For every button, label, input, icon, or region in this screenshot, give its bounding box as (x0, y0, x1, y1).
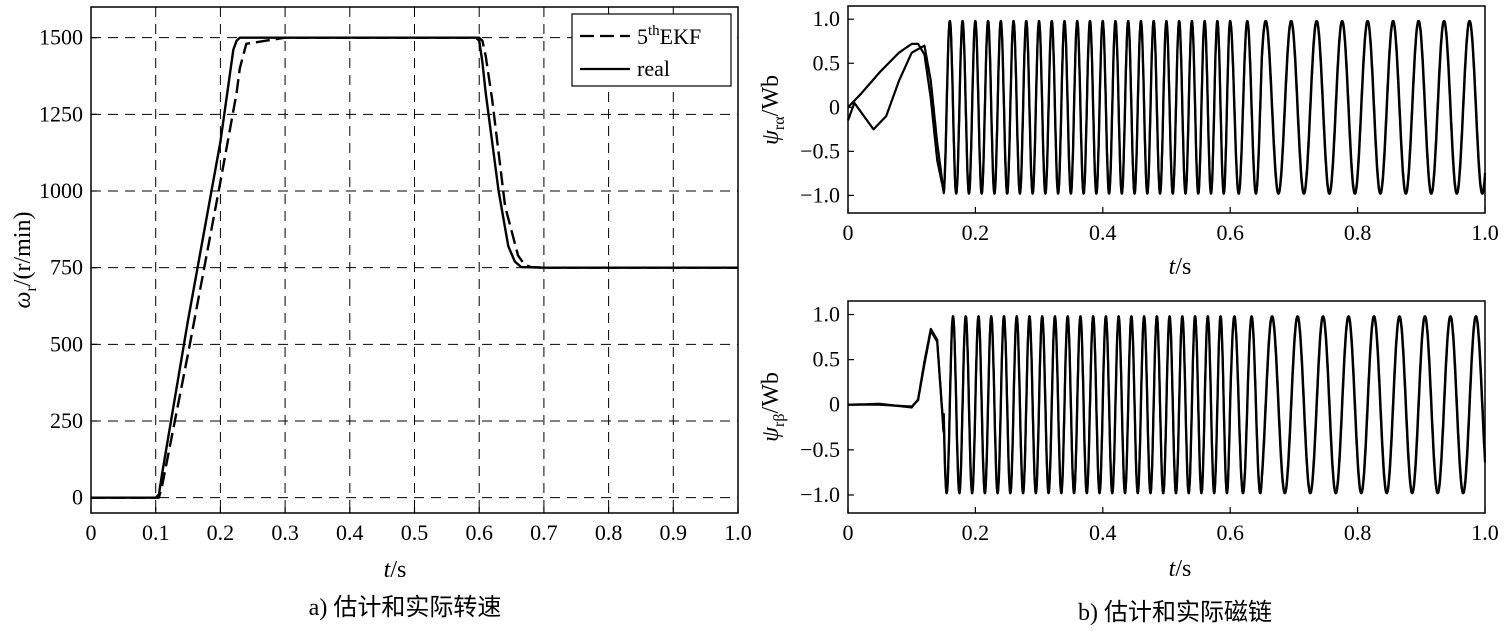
flux-alpha-xtick-label: 1.0 (1471, 220, 1499, 245)
flux-beta-ytick-label: −0.5 (800, 437, 840, 462)
speed-ytick-label: 1250 (39, 101, 83, 126)
flux-beta-ytick-label: 0 (829, 392, 840, 417)
legend-label-real: real (637, 56, 670, 81)
flux-alpha-ytick-label: 0.5 (813, 50, 841, 75)
flux-alpha-xtick-label: 0.6 (1216, 220, 1244, 245)
flux-beta-ticks: 0 0.2 0.4 0.6 0.8 1.0 1.0 0.5 0 −0.5 −1.0 (800, 302, 1499, 545)
flux-beta-series (847, 315, 1487, 495)
speed-ytick-label: 0 (72, 485, 83, 510)
flux-alpha-xlabel: t/s (1169, 254, 1192, 280)
speed-caption: a) 估计和实际转速 (309, 594, 502, 621)
flux-alpha-plot-frame (847, 5, 1486, 214)
speed-xtick-label: 0.3 (271, 520, 299, 545)
flux-beta-xtick-label: 0.4 (1089, 520, 1117, 545)
speed-ylabel: ωr/(r/min) (10, 212, 40, 309)
flux-alpha-ylabel: ψrα/Wb (758, 75, 788, 145)
speed-ytick-label: 1000 (39, 178, 83, 203)
flux-alpha-xtick-label: 0.8 (1344, 220, 1372, 245)
flux-alpha-ytick-label: −1.0 (800, 182, 840, 207)
speed-xtick-label: 1.0 (724, 520, 752, 545)
flux-beta-xlabel: t/s (1169, 556, 1192, 582)
speed-xtick-label: 0.5 (401, 520, 429, 545)
speed-xtick-label: 0.8 (595, 520, 623, 545)
legend-box (571, 13, 732, 87)
speed-xtick-label: 0.2 (207, 520, 235, 545)
flux-alpha-ytick-label: −0.5 (800, 138, 840, 163)
flux-alpha-real-line (847, 19, 1487, 195)
speed-ytick-label: 500 (50, 331, 83, 356)
flux-alpha-xtick-label: 0.4 (1089, 220, 1117, 245)
flux-beta-chart: 0 0.2 0.4 0.6 0.8 1.0 1.0 0.5 0 −0.5 −1.0 ψrβ/Wb t… (758, 300, 1499, 626)
flux-alpha-xtick-label: 0 (843, 220, 854, 245)
speed-ticks: 0 0.1 0.2 0.3 0.4 0.5 0.6 0.7 0.8 0.9 1.0 0 250 500 75… (39, 25, 752, 545)
flux-alpha-xtick-label: 0.2 (962, 220, 990, 245)
speed-ytick-label: 250 (50, 408, 83, 433)
speed-xtick-label: 0.1 (142, 520, 170, 545)
speed-legend: 5thEKF real (571, 13, 732, 87)
flux-caption: b) 估计和实际磁链 (1078, 599, 1272, 626)
flux-beta-xtick-label: 0.2 (962, 520, 990, 545)
speed-xtick-label: 0.9 (660, 520, 688, 545)
speed-xtick-label: 0 (86, 520, 97, 545)
flux-beta-real-line (847, 315, 1487, 495)
speed-series-real-line (91, 36, 738, 499)
flux-beta-xtick-label: 1.0 (1471, 520, 1499, 545)
speed-xtick-label: 0.7 (530, 520, 558, 545)
speed-ytick-label: 1500 (39, 25, 83, 50)
flux-alpha-ticks: 0 0.2 0.4 0.6 0.8 1.0 1.0 0.5 0 −0.5 −1.0 (800, 6, 1499, 245)
flux-beta-xtick-label: 0 (843, 520, 854, 545)
flux-beta-ytick-label: −1.0 (800, 482, 840, 507)
flux-alpha-ytick-label: 0 (829, 94, 840, 119)
flux-beta-ytick-label: 1.0 (813, 302, 841, 327)
speed-xtick-label: 0.4 (336, 520, 364, 545)
speed-xlabel: t/s (384, 557, 407, 583)
flux-beta-ylabel: ψrβ/Wb (758, 372, 788, 442)
flux-beta-plot-frame (847, 300, 1486, 514)
speed-chart: 0 0.1 0.2 0.3 0.4 0.5 0.6 0.7 0.8 0.9 1.0 0 250 500 75… (10, 6, 752, 621)
speed-xtick-label: 0.6 (465, 520, 493, 545)
flux-alpha-series (846, 19, 1487, 195)
flux-alpha-chart: 0 0.2 0.4 0.6 0.8 1.0 1.0 0.5 0 −0.5 −1.0 ψrα/Wb t… (758, 5, 1499, 280)
flux-beta-ytick-label: 0.5 (813, 347, 841, 372)
flux-beta-xtick-label: 0.6 (1216, 520, 1244, 545)
speed-series (91, 36, 738, 499)
flux-beta-xtick-label: 0.8 (1344, 520, 1372, 545)
speed-ytick-label: 750 (50, 255, 83, 280)
legend-label-ekf: 5thEKF (637, 23, 701, 49)
flux-alpha-ytick-label: 1.0 (813, 6, 841, 31)
